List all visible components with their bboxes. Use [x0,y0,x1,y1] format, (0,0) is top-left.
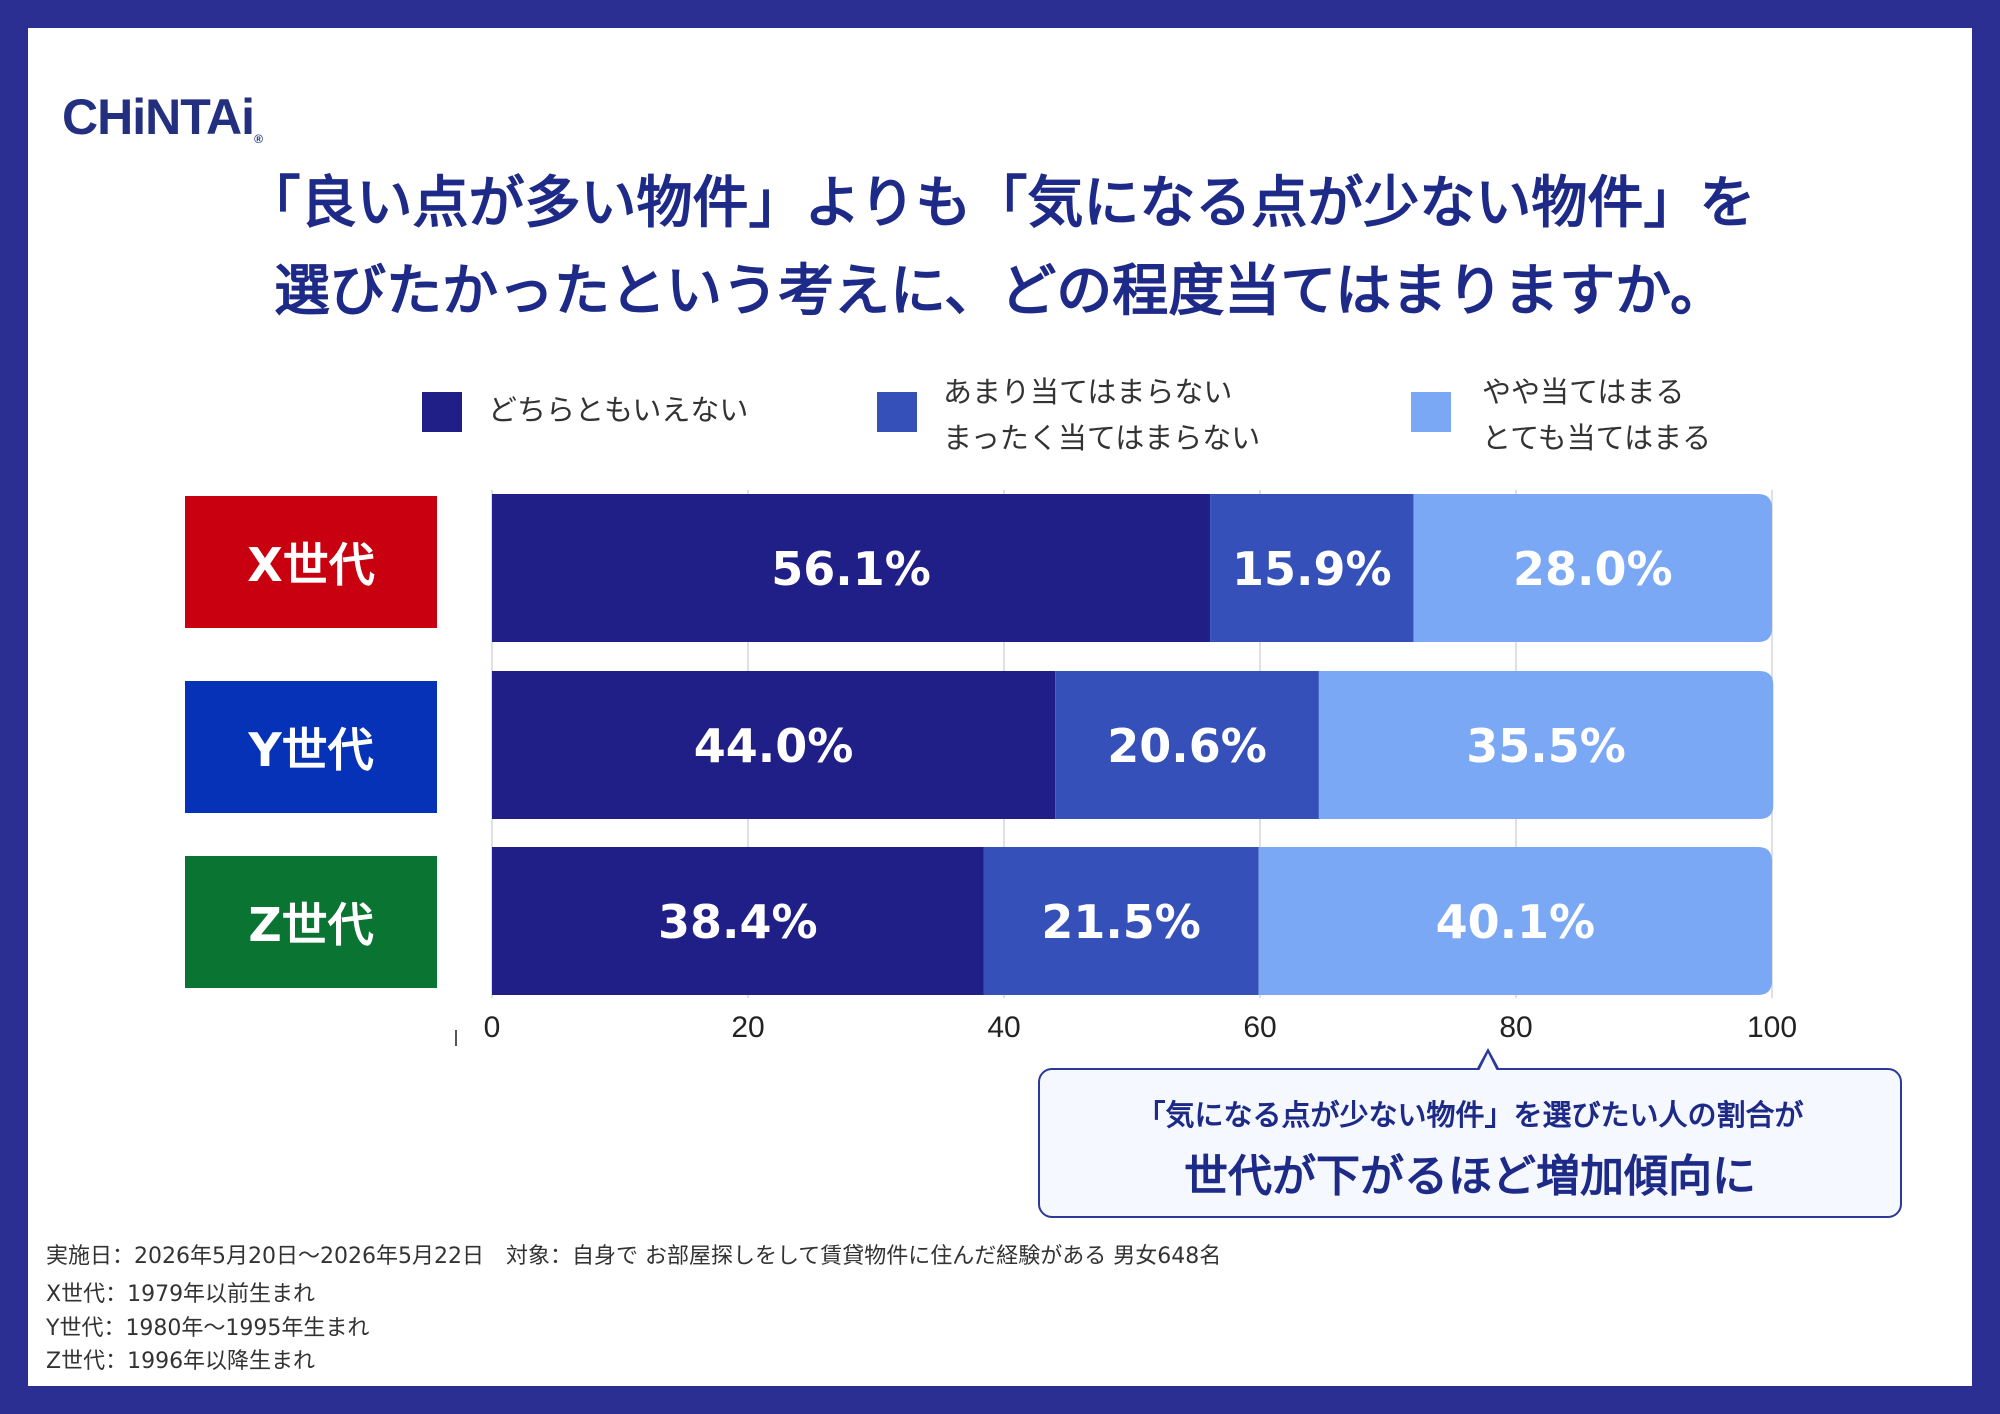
data-label-1-1: 20.6% [1107,719,1267,773]
x-tick-label-60: 60 [1243,1011,1276,1044]
data-label-0-0: 56.1% [771,542,931,596]
legend-label-neutral: どちらともいえない [488,393,749,427]
bar-0-0 [492,494,1211,642]
chintai-logo: CHiNTAi® [62,88,263,146]
legend-swatch-neutral [422,392,462,432]
category-box-y: Y世代 [185,681,437,813]
bar-1-0 [492,671,1056,819]
x-tick-label-0: 0 [484,1011,501,1044]
data-label-1-0: 44.0% [694,719,854,773]
note-gen-x: X世代：1979年以前生まれ [46,1282,316,1307]
data-label-2-0: 38.4% [658,895,818,949]
chart-title-line-2: 選びたかったという考えに、どの程度当てはまりますか。 [273,259,1727,324]
logo-text: CHiNTAi [62,89,255,145]
bar-0-1 [1210,494,1414,642]
data-label-0-2: 28.0% [1513,542,1673,596]
logo-registered-mark: ® [254,132,263,146]
data-label-2-2: 40.1% [1436,895,1596,949]
bar-2-1 [983,847,1259,995]
x-tick-label-20: 20 [731,1011,764,1044]
data-label-0-1: 15.9% [1232,542,1392,596]
legend-swatch-not-applicable [877,392,917,432]
survey-note-period: 実施日：2026年5月20日〜2026年5月22日 対象：自身で お部屋探しをし… [46,1244,1222,1269]
data-label-2-1: 21.5% [1041,895,1201,949]
legend-label-not-applicable-1: あまり当てはまらない [943,375,1233,409]
bar-1-2 [1318,671,1774,819]
category-box-x: X世代 [185,496,437,628]
bar-2-0 [492,847,984,995]
data-label-1-2: 35.5% [1466,719,1626,773]
note-gen-z: Z世代：1996年以降生まれ [46,1349,316,1374]
annotation-headline: 世代が下がるほど増加傾向に [1184,1151,1756,1202]
x-tick-label-40: 40 [987,1011,1020,1044]
annotation-subtext: 「気になる点が少ない物件」を選びたい人の割合が [1136,1098,1804,1132]
x-tick-label-80: 80 [1499,1011,1532,1044]
bar-1-1 [1055,671,1319,819]
legend-label-applicable-2: とても当てはまる [1482,421,1712,455]
x-tick-label-100: 100 [1747,1011,1797,1044]
legend-label-not-applicable-2: まったく当てはまらない [943,421,1261,455]
bar-0-2 [1413,494,1772,642]
annotation-pointer-fill [1479,1053,1497,1071]
note-gen-y: Y世代：1980年〜1995年生まれ [46,1316,370,1341]
category-box-z: Z世代 [185,856,437,988]
bar-2-2 [1258,847,1772,995]
annotation-callout: 「気になる点が少ない物件」を選びたい人の割合が 世代が下がるほど増加傾向に [1038,1068,1902,1218]
legend-swatch-applicable [1411,392,1451,432]
chart-title-line-1: 「良い点が多い物件」よりも「気になる点が少ない物件」を [244,171,1756,236]
legend-label-applicable-1: やや当てはまる [1482,375,1685,409]
